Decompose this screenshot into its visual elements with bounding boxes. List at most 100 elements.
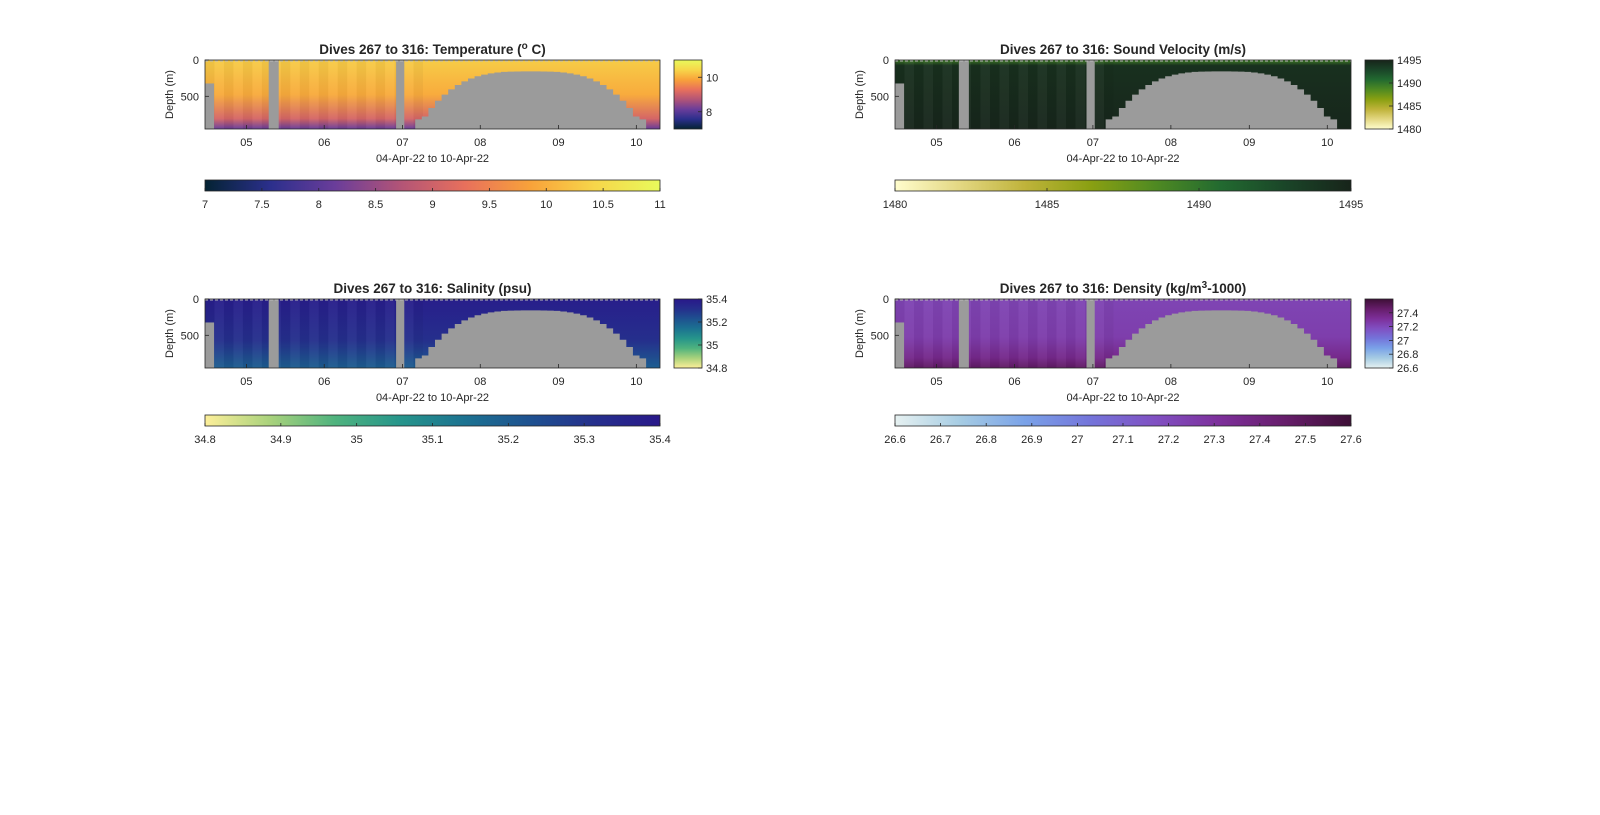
dive-profile-19 xyxy=(385,299,394,368)
x-tick-label: 05 xyxy=(930,137,942,149)
dive-profile-22 xyxy=(1104,60,1114,129)
x-tick-label: 07 xyxy=(396,137,408,149)
colorbar-right-label: 27.2 xyxy=(1397,322,1418,334)
dive-profile-1 xyxy=(214,299,223,368)
dive-profile-17 xyxy=(366,60,375,129)
x-tick-label: 10 xyxy=(1321,137,1333,149)
y-axis-label: Depth (m) xyxy=(164,309,176,358)
colorbar-bottom xyxy=(894,179,1352,192)
y-axis-label: Depth (m) xyxy=(164,70,176,119)
colorbar-right-label: 1480 xyxy=(1397,124,1421,136)
dive-profile-13 xyxy=(328,299,337,368)
y-tick-label: 500 xyxy=(871,91,889,103)
x-tick-label: 07 xyxy=(1087,137,1099,149)
colorbar-right-label: 26.8 xyxy=(1397,349,1418,361)
colorbar-bottom-label: 27.6 xyxy=(1340,434,1361,446)
colorbar-right-label: 35 xyxy=(706,340,718,352)
dive-profile-21 xyxy=(404,60,413,129)
no-data-shallow-dives xyxy=(415,71,647,129)
x-tick-label: 07 xyxy=(1087,376,1099,388)
x-tick-label: 08 xyxy=(1165,137,1177,149)
colorbar-bottom-label: 1485 xyxy=(1035,199,1059,211)
x-tick-label: 10 xyxy=(630,137,642,149)
y-tick-label: 500 xyxy=(871,330,889,342)
dive-profile-18 xyxy=(1066,60,1076,129)
no-data-gap-0 xyxy=(958,299,969,368)
dive-profile-10 xyxy=(990,60,1000,129)
dive-profile-12 xyxy=(319,299,328,368)
x-tick-label: 09 xyxy=(552,137,564,149)
colorbar-bottom-label: 35.1 xyxy=(422,434,443,446)
chart-panel-salinity: Dives 267 to 316: Salinity (psu) 0 500 Dept… xyxy=(164,281,727,446)
colorbar-right xyxy=(673,298,703,369)
colorbar-bottom-label: 26.9 xyxy=(1021,434,1042,446)
colorbar-bottom-label: 27.4 xyxy=(1249,434,1270,446)
colorbar-right-label: 35.4 xyxy=(706,294,727,306)
x-axis-label: 04-Apr-22 to 10-Apr-22 xyxy=(376,153,489,165)
heatmap-field xyxy=(205,299,660,368)
dive-profile-19 xyxy=(385,60,394,129)
colorbar-bottom-label: 7.5 xyxy=(254,199,269,211)
dive-profile-4 xyxy=(933,299,943,368)
dive-profile-18 xyxy=(376,299,385,368)
heatmap-field xyxy=(895,299,1351,368)
dive-profile-15 xyxy=(1038,299,1048,368)
chart-title: Dives 267 to 316: Salinity (psu) xyxy=(333,281,531,296)
x-tick-label: 08 xyxy=(474,376,486,388)
colorbar-bottom-label: 7 xyxy=(202,199,208,211)
chart-title-superscript: 3 xyxy=(1202,280,1208,291)
colorbar-bottom-label: 9 xyxy=(429,199,435,211)
colorbar-bottom-label: 27.2 xyxy=(1158,434,1179,446)
colorbar-bottom-label: 35.3 xyxy=(573,434,594,446)
colorbar-right xyxy=(673,59,703,130)
dive-profile-9 xyxy=(981,60,991,129)
dive-profile-19 xyxy=(1076,60,1086,129)
dive-profile-18 xyxy=(1066,299,1076,368)
dive-profile-2 xyxy=(224,60,233,129)
no-data-gap-0 xyxy=(268,60,279,129)
plot-frame xyxy=(204,298,661,369)
y-tick-label: 0 xyxy=(193,294,199,306)
dive-profile-18 xyxy=(376,60,385,129)
colorbar-bottom-label: 27.5 xyxy=(1295,434,1316,446)
x-tick-label: 09 xyxy=(1243,137,1255,149)
colorbar-right-label: 1490 xyxy=(1397,78,1421,90)
chart-title-end: C) xyxy=(528,42,546,57)
chart-title-superscript: o xyxy=(522,41,528,52)
no-data-shallow-dives xyxy=(1105,71,1338,129)
dive-profile-16 xyxy=(357,60,366,129)
dive-profile-15 xyxy=(347,299,356,368)
colorbar-right-label: 8 xyxy=(706,107,712,119)
dive-profile-13 xyxy=(1019,299,1029,368)
dive-profile-9 xyxy=(290,299,299,368)
dive-profile-12 xyxy=(1009,299,1019,368)
y-tick-label: 0 xyxy=(193,55,199,67)
colorbar-bottom-label: 9.5 xyxy=(482,199,497,211)
no-data-shallow-dives xyxy=(415,310,647,368)
dive-profile-22 xyxy=(414,60,423,129)
no-data-start xyxy=(895,322,905,368)
dive-profile-11 xyxy=(309,60,318,129)
no-data-start xyxy=(895,83,905,129)
dive-profile-17 xyxy=(1057,299,1067,368)
colorbar-bottom-label: 27.3 xyxy=(1203,434,1224,446)
dive-profile-12 xyxy=(319,60,328,129)
colorbar-right-label: 1495 xyxy=(1397,55,1421,67)
colorbar-bottom-label: 34.9 xyxy=(270,434,291,446)
no-data-gap-0 xyxy=(268,299,279,368)
colorbar-bottom-label: 26.7 xyxy=(930,434,951,446)
dive-profile-8 xyxy=(971,299,981,368)
colorbar-bottom-label: 8.5 xyxy=(368,199,383,211)
dive-profile-1 xyxy=(905,60,915,129)
dive-profile-14 xyxy=(338,60,347,129)
dive-profile-3 xyxy=(233,299,242,368)
colorbar-bottom-label: 11 xyxy=(654,199,665,211)
x-tick-label: 09 xyxy=(552,376,564,388)
dive-profile-3 xyxy=(924,60,934,129)
dive-profile-2 xyxy=(914,60,924,129)
dive-profile-16 xyxy=(357,299,366,368)
x-axis-label: 04-Apr-22 to 10-Apr-22 xyxy=(1066,392,1179,404)
dive-profile-10 xyxy=(300,299,309,368)
dive-profile-17 xyxy=(366,299,375,368)
chart-title: Dives 267 to 316: Sound Velocity (m/s) xyxy=(1000,42,1246,57)
